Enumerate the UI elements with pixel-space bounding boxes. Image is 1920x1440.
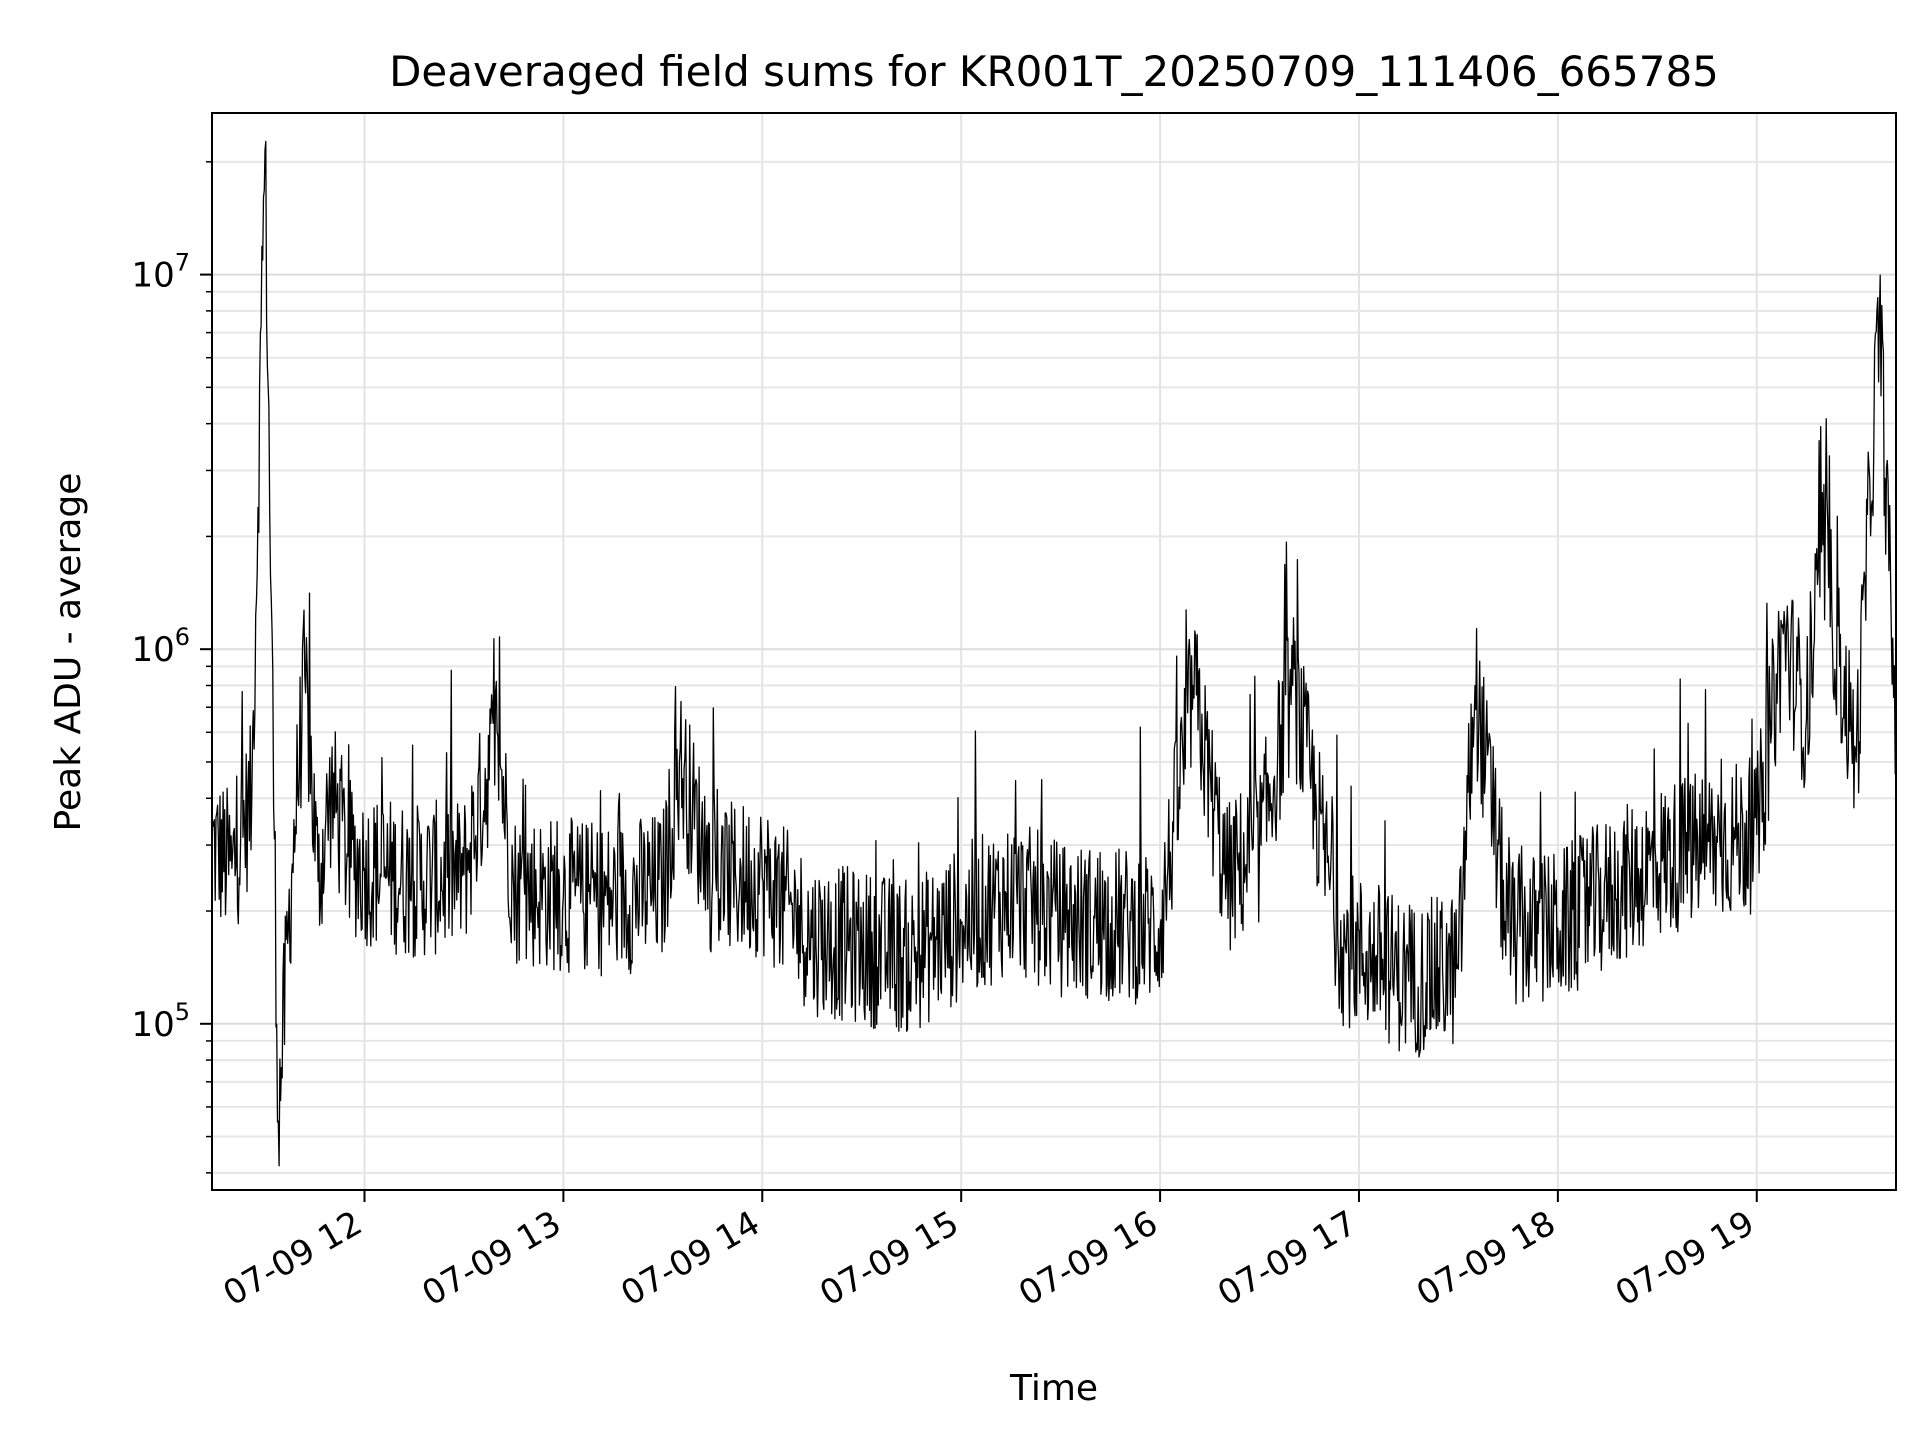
x-tick-label: 07-09 19 [1609,1203,1761,1314]
x-tick-label: 07-09 13 [415,1203,567,1314]
y-tick-label: 106 [131,623,190,670]
y-tick-label: 105 [131,998,190,1045]
y-tick-label: 107 [131,249,190,296]
series-line [211,140,1897,1167]
x-axis: 07-09 12 07-09 13 07-09 14 07-09 15 07-09 16… [217,1190,1761,1314]
chart-title: Deaveraged field sums for KR001T_2025070… [389,47,1719,96]
x-tick-label: 07-09 16 [1012,1203,1164,1314]
x-tick-label: 07-09 14 [614,1203,766,1314]
axes-frame [211,112,1897,1191]
x-axis-label: Time [1009,1368,1098,1409]
grid-lines [212,113,1896,1190]
x-tick-label: 07-09 18 [1410,1203,1562,1314]
x-tick-label: 07-09 15 [813,1203,965,1314]
x-tick-label: 07-09 12 [217,1203,369,1314]
y-axis-label: Peak ADU - average [48,473,89,832]
y-axis: 105 106 107 [131,161,212,1174]
x-tick-label: 07-09 17 [1211,1203,1363,1314]
